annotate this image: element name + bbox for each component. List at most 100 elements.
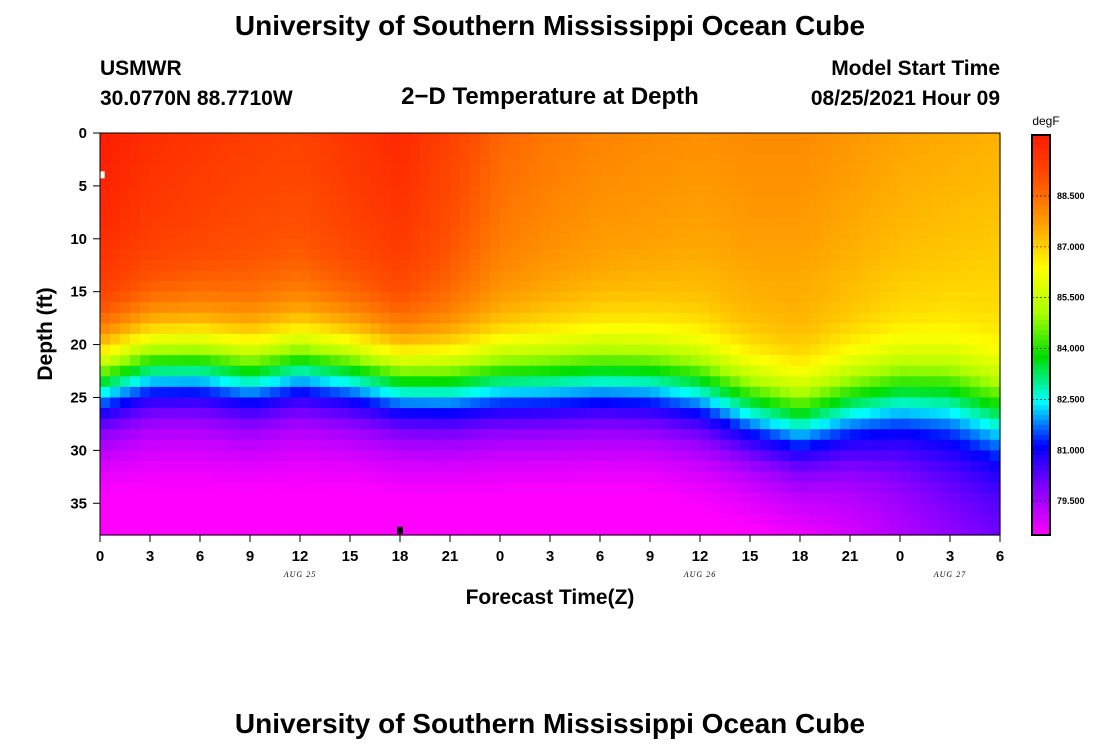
heatmap-cell [570, 344, 581, 356]
heatmap-cell [660, 450, 671, 462]
heatmap-cell [880, 259, 891, 272]
heatmap-cell [570, 185, 581, 198]
heatmap-cell [790, 355, 801, 367]
heatmap-cell [700, 524, 711, 536]
heatmap-cell [380, 196, 391, 208]
heatmap-cell [970, 397, 981, 409]
heatmap-cell [900, 312, 911, 325]
heatmap-cell [110, 376, 121, 388]
heatmap-cell [140, 164, 151, 176]
heatmap-cell [950, 323, 961, 335]
heatmap-cell [940, 408, 951, 420]
heatmap-cell [210, 334, 221, 346]
heatmap-cell [460, 386, 471, 399]
heatmap-cell [690, 355, 701, 367]
heatmap-cell [230, 355, 241, 367]
heatmap-cell [580, 450, 591, 462]
heatmap-cell [960, 439, 971, 451]
heatmap-cell [420, 503, 431, 515]
heatmap-cell [130, 365, 141, 377]
heatmap-cell [750, 217, 761, 229]
heatmap-cell [520, 408, 531, 420]
heatmap-cell [610, 164, 621, 176]
heatmap-cell [620, 471, 631, 483]
heatmap-cell [430, 429, 441, 441]
heatmap-cell [750, 524, 761, 536]
heatmap-cell [120, 185, 131, 198]
heatmap-cell [670, 439, 681, 451]
heatmap-cell [810, 386, 821, 399]
heatmap-cell [340, 154, 351, 166]
heatmap-cell [860, 238, 871, 250]
heatmap-cell [250, 249, 261, 261]
heatmap-cell [590, 524, 601, 536]
heatmap-cell [370, 270, 381, 282]
heatmap-cell [800, 238, 811, 250]
heatmap-cell [590, 302, 601, 314]
heatmap-cell [410, 143, 421, 155]
heatmap-cell [150, 355, 161, 367]
heatmap-cell [920, 154, 931, 166]
heatmap-cell [920, 217, 931, 229]
heatmap-cell [320, 196, 331, 208]
heatmap-cell [190, 355, 201, 367]
heatmap-cell [740, 376, 751, 388]
heatmap-cell [920, 291, 931, 303]
heatmap-cell [110, 270, 121, 282]
heatmap-cell [980, 524, 991, 536]
heatmap-cell [530, 228, 541, 240]
heatmap-cell [470, 492, 481, 504]
heatmap-cell [860, 175, 871, 187]
heatmap-cell [470, 143, 481, 155]
heatmap-cell [100, 259, 111, 272]
heatmap-cell [400, 439, 411, 451]
heatmap-cell [100, 207, 111, 219]
heatmap-cell [540, 259, 551, 272]
heatmap-cell [220, 365, 231, 377]
heatmap-cell [830, 207, 841, 219]
heatmap-cell [540, 460, 551, 473]
heatmap-cell [400, 259, 411, 272]
heatmap-cell [420, 429, 431, 441]
colorbar-swatch [1032, 420, 1050, 426]
heatmap-cell [290, 323, 301, 335]
heatmap-cell [890, 408, 901, 420]
heatmap-cell [290, 429, 301, 441]
heatmap-cell [510, 302, 521, 314]
heatmap-cell [420, 143, 431, 155]
heatmap-cell [740, 291, 751, 303]
heatmap-cell [970, 492, 981, 504]
heatmap-cell [530, 471, 541, 483]
heatmap-cell [560, 513, 571, 526]
heatmap-cell [300, 513, 311, 526]
heatmap-cell [940, 524, 951, 536]
heatmap-cell [730, 365, 741, 377]
heatmap-cell [130, 397, 141, 409]
heatmap-cell [670, 312, 681, 325]
heatmap-cell [750, 281, 761, 293]
heatmap-cell [300, 334, 311, 346]
heatmap-cell [850, 175, 861, 187]
heatmap-cell [800, 450, 811, 462]
heatmap-cell [800, 418, 811, 430]
heatmap-cell [510, 196, 521, 208]
heatmap-cell [910, 281, 921, 293]
colorbar-swatch [1032, 390, 1050, 396]
heatmap-cell [710, 291, 721, 303]
heatmap-cell [970, 143, 981, 155]
heatmap-cell [660, 175, 671, 187]
heatmap-cell [410, 334, 421, 346]
heatmap-cell [350, 344, 361, 356]
heatmap-cell [780, 312, 791, 325]
heatmap-cell [280, 185, 291, 198]
heatmap-cell [240, 386, 251, 399]
heatmap-cell [820, 175, 831, 187]
heatmap-cell [340, 281, 351, 293]
heatmap-cell [470, 355, 481, 367]
heatmap-cell [610, 281, 621, 293]
heatmap-cell [470, 207, 481, 219]
heatmap-cell [350, 154, 361, 166]
heatmap-cell [670, 175, 681, 187]
heatmap-cell [270, 492, 281, 504]
heatmap-cell [540, 312, 551, 325]
